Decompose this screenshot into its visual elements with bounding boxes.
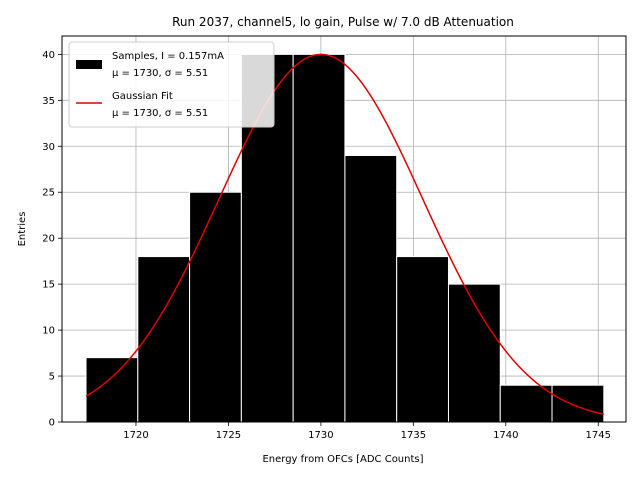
plot-frame (61, 35, 627, 423)
histogram-bars (85, 53, 605, 423)
histogram-bar (551, 384, 605, 423)
legend-box (68, 41, 275, 128)
legend: Samples, I = 0.157mA μ = 1730, σ = 5.51 … (68, 41, 275, 128)
gaussian-fit-curve (85, 53, 604, 415)
y-tick-label: 10 (42, 326, 55, 337)
x-axis-label: Energy from OFCs [ADC Counts] (262, 454, 423, 465)
y-tick-label: 5 (49, 372, 55, 383)
legend-samples-label: Samples, I = 0.157mA (112, 51, 224, 62)
legend-fit-label: Gaussian Fit (112, 91, 173, 102)
x-tick-label: 1720 (123, 430, 148, 441)
chart-title: Run 2037, channel5, lo gain, Pulse w/ 7.… (172, 15, 514, 29)
histogram-bar (344, 154, 398, 423)
y-tick-label: 30 (42, 142, 55, 153)
histogram-bar (189, 191, 242, 423)
histogram-bar (85, 357, 139, 423)
y-tick-label: 20 (42, 234, 55, 245)
y-axis-label: Entries (17, 212, 28, 247)
y-tick-label: 35 (42, 96, 55, 107)
histogram-bar (447, 283, 501, 423)
x-tick-label: 1730 (308, 430, 333, 441)
y-tick-label: 15 (42, 280, 55, 291)
x-tick-label: 1745 (586, 430, 611, 441)
legend-samples-swatch (76, 60, 102, 69)
y-tick-label: 25 (42, 188, 55, 199)
y-axis-ticks: 0 5 10 15 20 25 30 35 40 (42, 50, 62, 429)
y-tick-label: 0 (49, 418, 55, 429)
legend-samples-stats: μ = 1730, σ = 5.51 (112, 68, 208, 79)
histogram-bar (292, 53, 346, 423)
y-tick-label: 40 (42, 50, 55, 61)
histogram-bar (499, 384, 553, 423)
histogram-bar (396, 256, 449, 423)
x-tick-label: 1725 (216, 430, 241, 441)
x-axis-ticks: 1720 1725 1730 1735 1740 1745 (123, 422, 611, 441)
legend-fit-stats: μ = 1730, σ = 5.51 (112, 108, 208, 119)
x-tick-label: 1740 (493, 430, 518, 441)
x-tick-label: 1735 (401, 430, 426, 441)
